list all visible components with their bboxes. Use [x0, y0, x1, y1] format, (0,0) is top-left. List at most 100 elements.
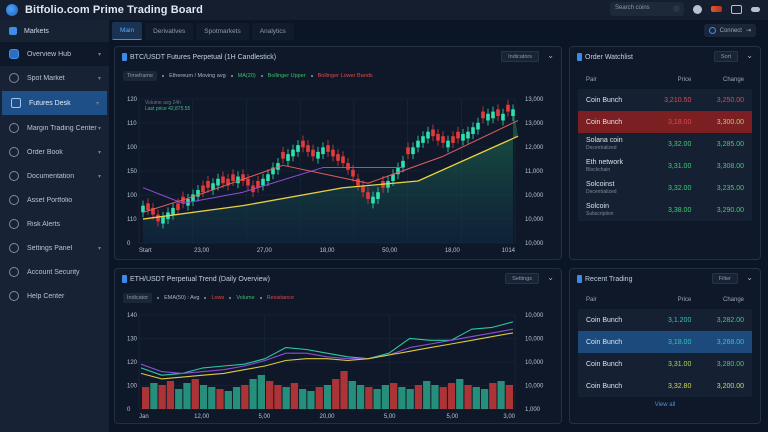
- chevron-down-icon[interactable]: ⌄: [746, 273, 753, 282]
- view-all-link[interactable]: View all: [654, 402, 676, 408]
- y-tick-label: 100: [127, 193, 138, 199]
- y-tick-label: 0: [127, 241, 131, 247]
- tab[interactable]: Spotmarkets: [196, 22, 249, 40]
- tab[interactable]: Main: [112, 22, 143, 40]
- legend-dot: [260, 75, 263, 77]
- chevron-down-icon[interactable]: ⌄: [746, 51, 753, 60]
- chat-icon[interactable]: [731, 4, 742, 14]
- sidebar-item-label: Help Center: [27, 292, 65, 300]
- legend-dot: [204, 297, 207, 299]
- tab[interactable]: Derivatives: [145, 22, 194, 40]
- legend-pill[interactable]: Timeframe: [123, 71, 158, 81]
- settings-button[interactable]: Settings: [505, 273, 539, 284]
- x-tick-label: Start: [139, 248, 152, 254]
- x-tick-label: 50,00: [382, 248, 398, 254]
- sidebar-item[interactable]: Margin Trading Center ▾: [0, 116, 109, 140]
- arrow-icon: ⇥: [745, 28, 751, 34]
- table-row[interactable]: Eth network Blockchain 3,31.00 3,308.00: [578, 155, 752, 177]
- table-row[interactable]: Coin Bunch 3,18.00 3,300.00: [578, 111, 752, 133]
- sidebar-item[interactable]: Account Security: [0, 260, 109, 284]
- sort-button[interactable]: Sort: [713, 51, 738, 62]
- header-actions: Search coins: [610, 2, 760, 16]
- table-row[interactable]: Solana coin Decentralized 3,32.00 3,285.00: [578, 133, 752, 155]
- column-header: Pair: [586, 297, 597, 303]
- y-tick-label: 100: [127, 145, 138, 151]
- sidebar-item-label: Documentation: [27, 172, 75, 180]
- pair-name: Coin Bunch: [586, 338, 623, 346]
- sidebar-item[interactable]: Help Center: [0, 284, 109, 308]
- panel-icon: [122, 275, 127, 283]
- sidebar-item[interactable]: Settings Panel ▾: [0, 236, 109, 260]
- table-row[interactable]: Coin Bunch 3,18.00 3,268.00: [578, 331, 752, 353]
- chart-legend: Indicator EMA(50) : Avg Lows Volume Resistan…: [123, 293, 294, 303]
- table-row[interactable]: Coin Bunch 3,1.200 3,282.00: [578, 309, 752, 331]
- indicators-button[interactable]: Indicators: [501, 51, 539, 62]
- globe-icon[interactable]: [693, 4, 702, 14]
- sidebar-item[interactable]: Futures Desk ▾: [2, 91, 107, 115]
- price-cell: 3,32.00: [667, 140, 692, 148]
- pair-subtitle: Subscription: [586, 211, 614, 217]
- change-cell: 3,200.00: [716, 382, 745, 390]
- table-row[interactable]: Coin Bunch 3,32.80 3,200.00: [578, 375, 752, 397]
- chevron-down-icon[interactable]: ⌄: [547, 51, 554, 60]
- column-header: Change: [722, 77, 745, 83]
- sidebar-item[interactable]: Asset Portfolio: [0, 188, 109, 212]
- column-header: Price: [677, 297, 692, 303]
- table-row[interactable]: Solcoinst Decentralized 3,32.00 3,235.00: [578, 177, 752, 199]
- change-cell: 3,285.00: [716, 140, 745, 148]
- series-line: [140, 332, 514, 380]
- connect-button[interactable]: Connect ⇥: [703, 24, 756, 37]
- table-row[interactable]: Solcoin Subscription 3,38.00 3,290.00: [578, 199, 752, 221]
- y-tick-label-right: 10,000: [525, 313, 544, 319]
- column-header: Change: [722, 297, 745, 303]
- user-icon[interactable]: [751, 6, 760, 12]
- chevron-down-icon: ▾: [97, 125, 101, 132]
- tab[interactable]: Analytics: [251, 22, 294, 40]
- sidebar-item[interactable]: Order Book ▾: [0, 140, 109, 164]
- search-input[interactable]: Search coins: [610, 2, 684, 16]
- panel-header: Recent Trading Filter ⌄: [570, 269, 760, 289]
- sidebar-item[interactable]: Spot Market ▾: [0, 66, 109, 90]
- filter-button[interactable]: Filter: [711, 273, 738, 284]
- pair-cell: Coin Bunch: [586, 383, 639, 390]
- x-tick-label: 27,00: [257, 248, 273, 254]
- change-cell: 3,268.00: [716, 338, 745, 346]
- pair-name: Coin Bunch: [586, 360, 623, 368]
- line-chart[interactable]: 140 10,000 130 10,000 120 10,000 100 10,000 0 1,0…: [115, 269, 563, 425]
- sidebar-item-label: Account Security: [27, 268, 80, 276]
- panel-header: BTC/USDT Futures Perpetual (1H Candlesti…: [115, 47, 561, 67]
- x-tick-label: 18,00: [445, 248, 461, 254]
- candlestick-chart[interactable]: 120 13,000 110 13,000 100 12,000 150 11,000 100 1…: [115, 47, 563, 261]
- sidebar-item[interactable]: Documentation ▾: [0, 164, 109, 188]
- table-row[interactable]: Coin Bunch 3,210.50 3,250.00: [578, 89, 752, 111]
- sidebar-item-label: Order Book: [27, 148, 63, 156]
- table-row[interactable]: Coin Bunch 3,31.00 3,280.00: [578, 353, 752, 375]
- pair-name: Solana coin: [586, 137, 623, 144]
- y-tick-label-right: 11,000: [525, 169, 544, 175]
- sidebar-header[interactable]: Markets: [0, 20, 109, 42]
- column-header: Price: [677, 77, 692, 83]
- legend-dot: [229, 297, 232, 299]
- pair-name: Coin Bunch: [586, 96, 623, 104]
- pair-subtitle: Decentralized: [586, 145, 617, 151]
- x-tick-label: Jan: [139, 414, 149, 420]
- flag-icon[interactable]: [711, 6, 722, 12]
- y-tick-label-right: 10,000: [525, 384, 544, 390]
- legend-pill[interactable]: Indicator: [123, 293, 153, 303]
- legend-item: Volume: [236, 295, 255, 301]
- connect-icon: [708, 27, 716, 34]
- sidebar-item[interactable]: Overview Hub ▾: [0, 42, 109, 66]
- panel-title: Recent Trading: [585, 275, 633, 283]
- pair-name: Coin Bunch: [586, 382, 623, 390]
- sidebar-item-label: Asset Portfolio: [27, 196, 73, 204]
- pair-name: Eth network: [586, 159, 623, 166]
- panel-icon: [577, 275, 582, 283]
- pair-cell: Coin Bunch: [586, 119, 639, 126]
- change-cell: 3,282.00: [716, 316, 745, 324]
- watchlist-table: Pair Price Change Coin Bunch 3,210.50 3,250.…: [578, 71, 752, 221]
- chevron-down-icon[interactable]: ⌄: [547, 273, 554, 282]
- sidebar-item[interactable]: Risk Alerts: [0, 212, 109, 236]
- x-tick-label: 18,00: [319, 248, 335, 254]
- panel-title: BTC/USDT Futures Perpetual (1H Candlesti…: [130, 53, 277, 61]
- y-tick-label: 140: [127, 313, 138, 319]
